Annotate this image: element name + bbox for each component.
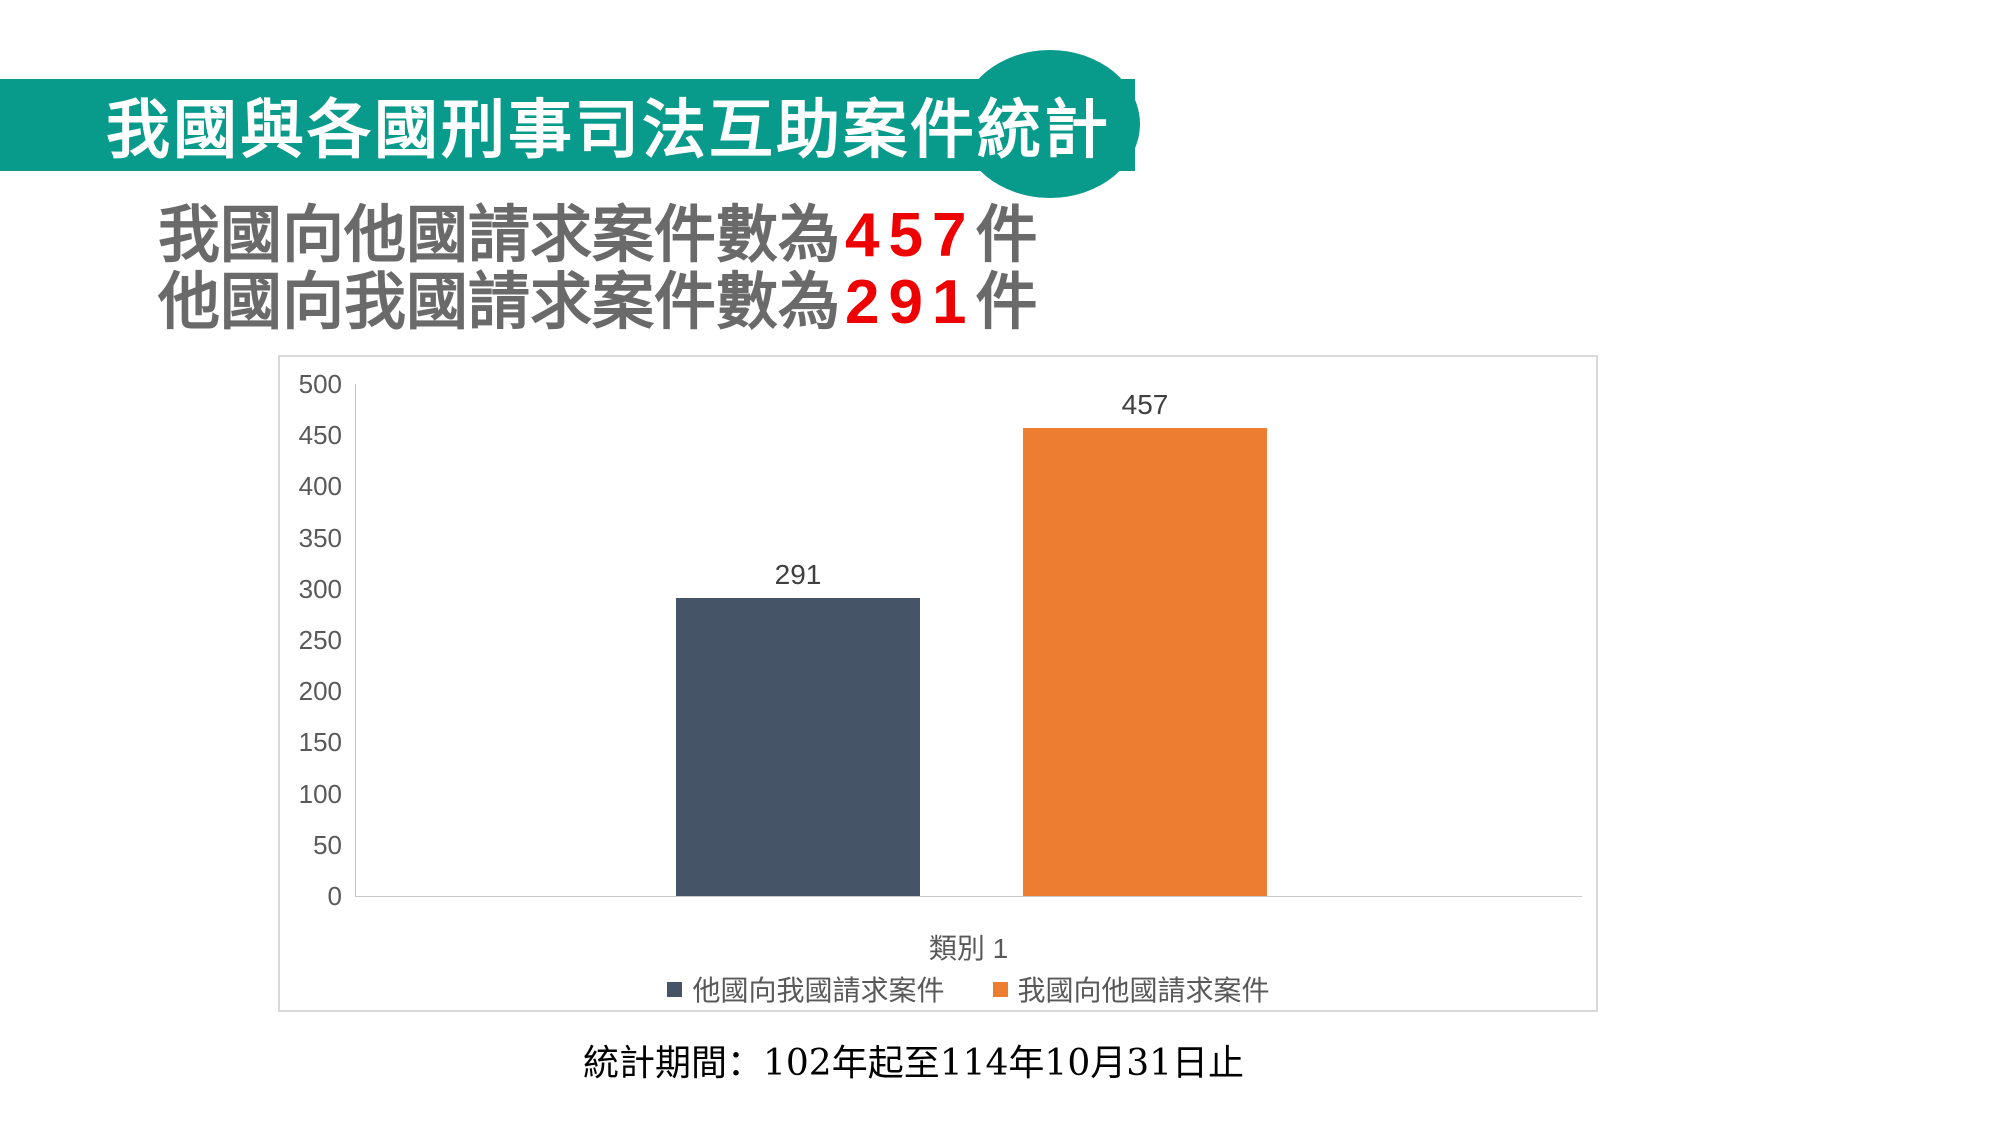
bar-value-label: 457 xyxy=(1121,389,1169,420)
legend-swatch-icon xyxy=(992,981,1008,997)
y-axis-tick-label: 50 xyxy=(313,829,342,860)
statistics-period-caption: 統計期間：102年起至114年10月31日止 xyxy=(583,1043,1245,1084)
legend-label: 他國向我國請求案件 xyxy=(692,975,945,1006)
x-axis-line xyxy=(355,896,1582,897)
bar-chart: 500 450 400 350 300 250 200 150 100 50 0 291 457 類別… xyxy=(278,355,1598,1012)
y-axis-line xyxy=(355,384,356,896)
headline-line-1: 我國向他國請求案件數為457件 xyxy=(158,202,1037,269)
chart-legend: 他國向我國請求案件 我國向他國請求案件 xyxy=(355,969,1582,1009)
y-axis-tick-label: 350 xyxy=(298,522,342,553)
headline-line-2-value: 291 xyxy=(845,268,976,337)
y-axis-tick-label: 0 xyxy=(327,881,342,911)
y-axis-tick-label: 500 xyxy=(298,369,342,399)
y-axis-tick-label: 200 xyxy=(298,676,342,707)
headline-line-1-prefix: 我國向他國請求案件數為 xyxy=(158,201,841,270)
bar-value-label: 291 xyxy=(774,559,822,590)
y-axis-tick-label: 250 xyxy=(298,625,342,655)
y-axis-tick-label: 400 xyxy=(298,471,342,502)
title-banner: 我國與各國刑事司法互助案件統計 xyxy=(0,79,1135,171)
bar-我國向他國請求案件 xyxy=(1023,428,1267,896)
headline: 我國向他國請求案件數為457件 他國向我國請求案件數為291件 xyxy=(158,202,1037,336)
y-axis-tick-label: 300 xyxy=(298,573,342,604)
y-axis-tick-label: 450 xyxy=(298,420,342,451)
x-axis-category-label: 類別 1 xyxy=(928,933,1009,964)
y-axis-tick-label: 150 xyxy=(298,727,342,758)
bar-他國向我國請求案件 xyxy=(676,598,920,896)
legend-item: 他國向我國請求案件 xyxy=(667,969,945,1009)
page-title: 我國與各國刑事司法互助案件統計 xyxy=(106,94,1111,166)
legend-swatch-icon xyxy=(667,981,683,997)
headline-line-2-suffix: 件 xyxy=(975,268,1038,337)
headline-line-2: 他國向我國請求案件數為291件 xyxy=(158,269,1037,336)
y-axis-tick-label: 100 xyxy=(298,778,342,809)
headline-line-1-suffix: 件 xyxy=(975,201,1038,270)
headline-line-2-prefix: 他國向我國請求案件數為 xyxy=(158,268,841,337)
legend-label: 我國向他國請求案件 xyxy=(1017,975,1270,1006)
headline-line-1-value: 457 xyxy=(845,201,976,270)
legend-item: 我國向他國請求案件 xyxy=(992,969,1270,1009)
